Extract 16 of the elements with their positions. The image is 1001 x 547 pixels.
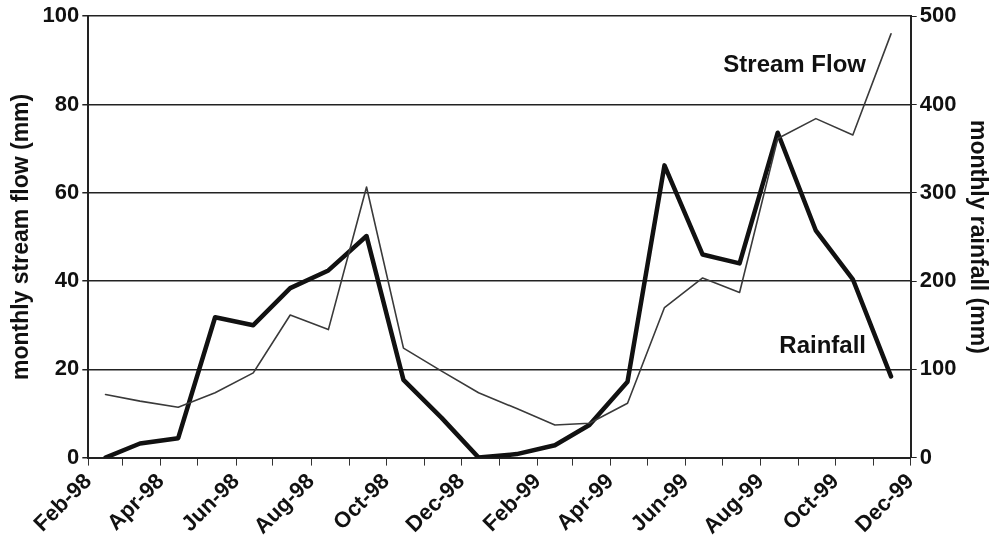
y2-tick-label: 0: [919, 443, 932, 469]
y-axis-title: monthly stream flow (mm): [7, 93, 34, 381]
y-tick-label: 80: [54, 90, 80, 116]
y2-tick-label: 500: [919, 2, 957, 28]
series-label: Rainfall: [779, 331, 866, 359]
y-tick-label: 0: [67, 443, 80, 469]
y-tick-label: 40: [54, 267, 80, 293]
y-tick-label: 20: [54, 355, 80, 381]
y2-tick-label: 300: [919, 178, 957, 204]
y2-tick-label: 400: [919, 90, 957, 116]
series-label: Stream Flow: [723, 50, 867, 78]
y2-tick-label: 100: [919, 355, 957, 381]
y-tick-label: 100: [42, 2, 80, 28]
y2-axis-title: monthly rainfall (mm): [965, 119, 992, 354]
y-tick-label: 60: [54, 178, 80, 204]
y2-tick-label: 200: [919, 267, 957, 293]
